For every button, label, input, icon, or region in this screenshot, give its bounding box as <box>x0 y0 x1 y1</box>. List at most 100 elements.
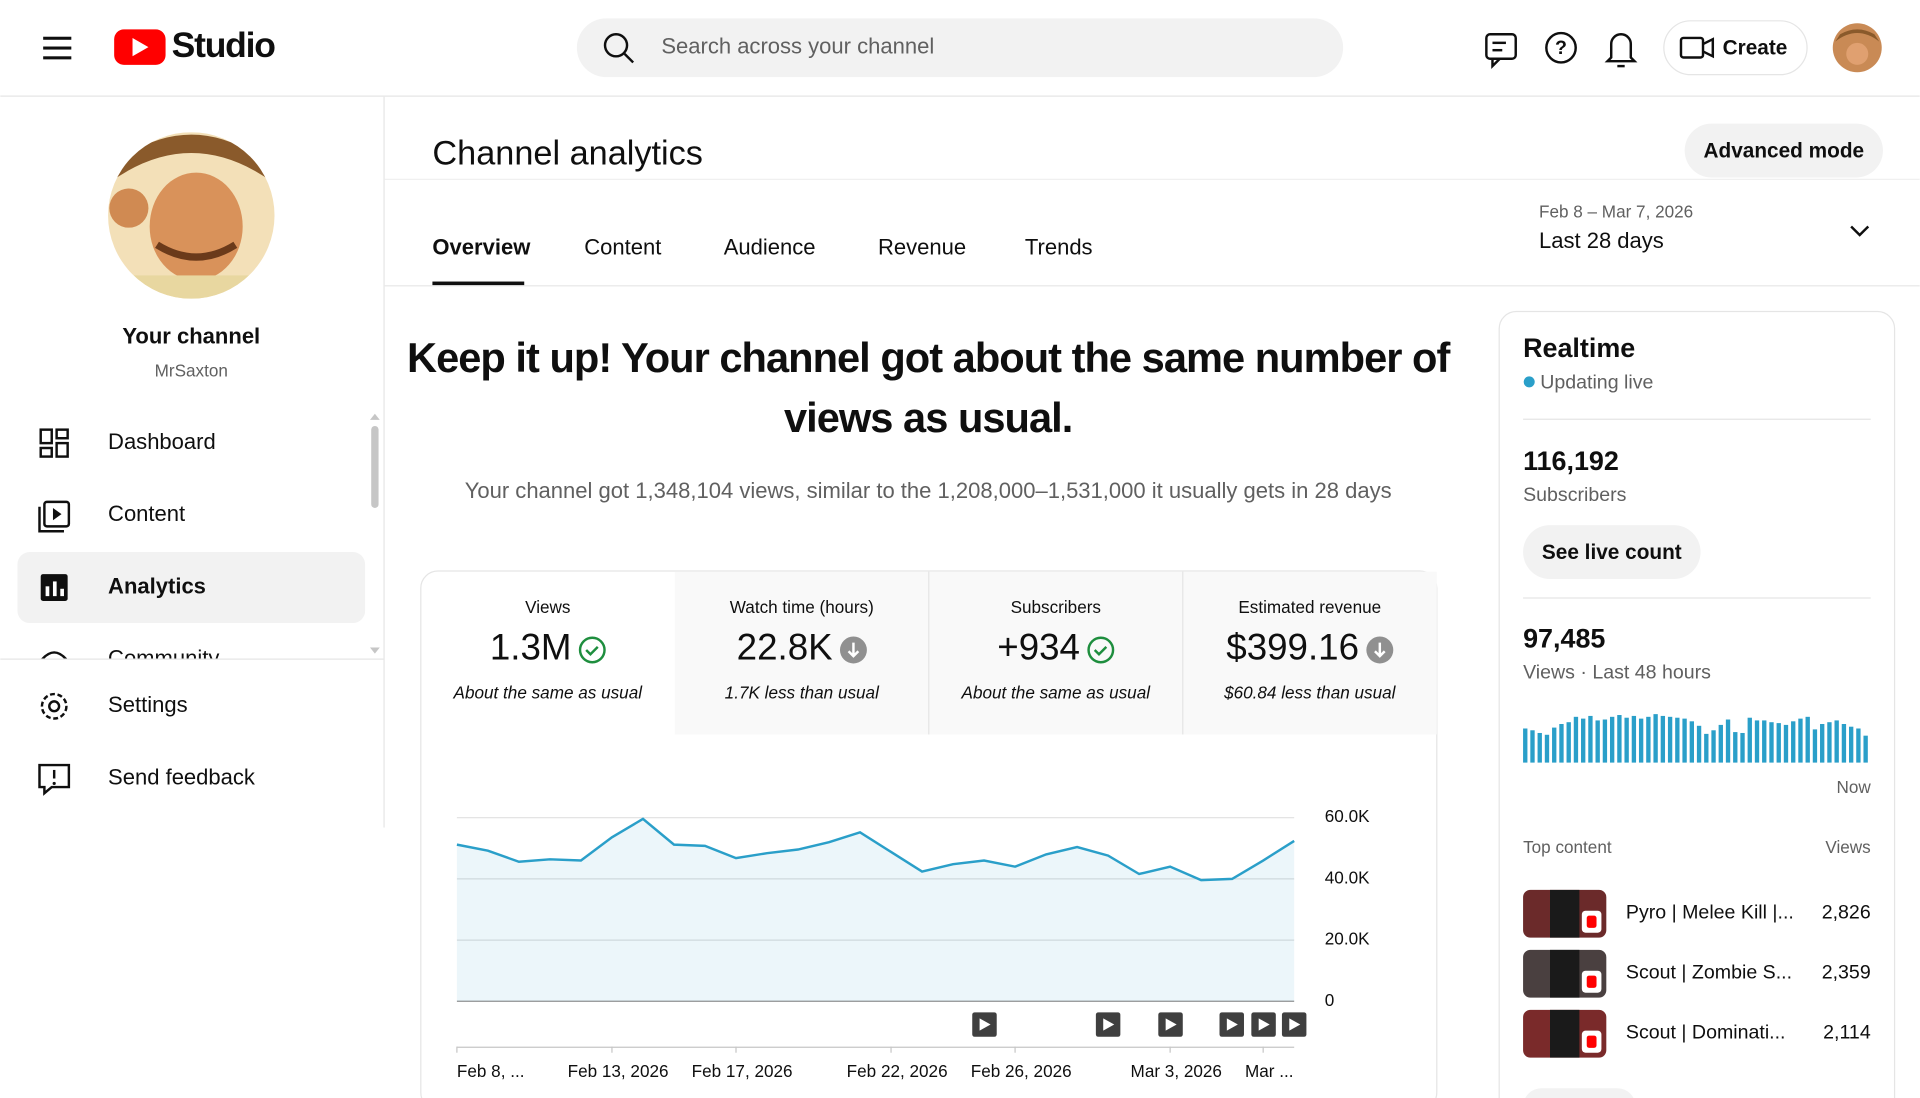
channel-name: MrSaxton <box>155 361 228 381</box>
nav-settings[interactable]: Settings <box>40 692 188 720</box>
bar <box>1602 719 1608 763</box>
video-marker-play <box>1165 1018 1177 1031</box>
channel-title: Your channel <box>122 324 260 349</box>
y-tick-label: 40.0K <box>1325 867 1370 887</box>
feedback-icon[interactable] <box>1485 33 1517 70</box>
top-content-row[interactable]: Scout | Dominati... 2,114 <box>1523 1009 1871 1058</box>
bar <box>1769 722 1774 763</box>
tab[interactable]: Trends <box>1025 234 1093 259</box>
summary: Keep it up! Your channel got about the s… <box>407 334 1451 503</box>
realtime-status: Updating live <box>1540 371 1653 393</box>
headline: Keep it up! Your channel got about the s… <box>407 334 1450 381</box>
bar <box>1812 729 1818 763</box>
menu-button[interactable] <box>43 36 72 60</box>
top-content-row[interactable]: Scout | Zombie S... 2,359 <box>1523 949 1871 998</box>
video-marker[interactable] <box>1219 1012 1244 1037</box>
bar <box>1747 717 1752 763</box>
bar <box>1827 722 1832 763</box>
date-picker[interactable]: Feb 8 – Mar 7, 2026 Last 28 days <box>1539 202 1870 254</box>
status-icon <box>1087 636 1115 664</box>
views-label: Views · Last 48 hours <box>1523 661 1711 683</box>
bar <box>1762 720 1767 763</box>
bar <box>1733 732 1738 763</box>
bar <box>1595 720 1600 763</box>
bar <box>1834 720 1839 763</box>
bar <box>1791 721 1796 763</box>
bar <box>1820 724 1825 763</box>
see-live-count-button[interactable]: See live count <box>1523 525 1701 579</box>
metric-tab[interactable]: Subscribers +934 About the same as usual <box>928 571 1183 735</box>
top-content-row[interactable]: Pyro | Melee Kill |... 2,826 <box>1523 889 1871 938</box>
video-marker[interactable] <box>1281 1012 1307 1037</box>
date-range: Feb 8 – Mar 7, 2026 <box>1539 202 1693 222</box>
views-count: 97,485 <box>1523 623 1605 653</box>
bar <box>1552 727 1557 763</box>
tab[interactable]: Audience <box>724 234 816 259</box>
metric-value: 22.8K <box>737 627 833 668</box>
notifications-icon[interactable] <box>1604 33 1638 68</box>
video-marker-play <box>1226 1018 1238 1031</box>
tab[interactable]: Revenue <box>878 234 966 259</box>
bar <box>1624 717 1629 763</box>
subscriber-count: 116,192 <box>1523 446 1619 476</box>
video-marker[interactable] <box>972 1012 997 1037</box>
bar <box>1537 732 1542 763</box>
bar <box>1783 724 1789 763</box>
status-icon <box>1093 646 1108 657</box>
video-marker[interactable] <box>1158 1012 1183 1037</box>
help-icon[interactable]: ? <box>1545 31 1577 64</box>
page-title: Channel analytics <box>432 135 702 173</box>
advanced-mode-button[interactable]: Advanced mode <box>1684 123 1883 178</box>
bar <box>1740 732 1745 763</box>
metric-label: Watch time (hours) <box>730 597 874 617</box>
metric-note: About the same as usual <box>453 683 644 703</box>
subscriber-label: Subscribers <box>1523 484 1627 506</box>
video-marker-play <box>979 1018 991 1031</box>
bar <box>1754 720 1760 763</box>
logo-text: Studio <box>172 25 276 65</box>
button-label: See live count <box>1542 541 1682 564</box>
video-marker[interactable] <box>1095 1012 1121 1037</box>
create-button[interactable]: Create <box>1663 20 1808 76</box>
top-content-label: Top content <box>1523 837 1612 857</box>
tabs: Overview Content Audience Revenue Trends <box>432 234 1092 259</box>
x-tick-label: Feb 8, ... <box>457 1061 525 1081</box>
metric-tab[interactable]: Watch time (hours) 22.8K 1.7K less than us… <box>674 571 929 735</box>
bar <box>1617 715 1622 763</box>
video-marker-play <box>1103 1018 1115 1031</box>
account-avatar[interactable] <box>1832 23 1882 73</box>
status-icon <box>1374 642 1386 658</box>
shorts-badge-icon <box>1586 1035 1597 1048</box>
nav-feedback[interactable]: Send feedback <box>38 763 256 796</box>
thumbnail-poster <box>1550 1009 1580 1058</box>
y-tick-label: 60.0K <box>1325 806 1370 826</box>
bar <box>1581 718 1586 763</box>
video-marker-play <box>1258 1018 1270 1031</box>
bar <box>1566 722 1571 763</box>
y-tick-label: 20.0K <box>1325 929 1370 949</box>
shorts-badge-icon <box>1586 975 1597 988</box>
metric-tab[interactable]: Estimated revenue $399.16 $60.84 less than… <box>1182 571 1437 735</box>
video-marker[interactable] <box>1251 1012 1276 1037</box>
create-label: Create <box>1723 36 1788 59</box>
metric-tab[interactable]: Views 1.3M About the same as usual <box>453 597 644 703</box>
metric-bg <box>1182 571 1437 735</box>
nav-analytics[interactable]: Analytics <box>40 573 206 602</box>
tab[interactable]: Content <box>584 234 661 259</box>
nav-content[interactable]: Content <box>38 500 185 533</box>
nav-community[interactable]: Community <box>41 646 220 671</box>
search-box[interactable]: Search across your channel <box>576 18 1344 78</box>
metric-bg <box>928 571 1183 735</box>
metric-note: 1.7K less than usual <box>725 683 880 703</box>
tab[interactable]: Overview <box>432 234 531 259</box>
nav-label: Community <box>108 646 219 671</box>
nav-dashboard[interactable]: Dashboard <box>39 428 216 458</box>
video-title: Pyro | Melee Kill |... <box>1626 901 1794 923</box>
logo[interactable]: Studio <box>114 25 276 65</box>
bar <box>1689 721 1694 763</box>
nav-label: Send feedback <box>108 764 256 789</box>
bar <box>1798 718 1803 763</box>
bar <box>1573 716 1579 763</box>
bar <box>1711 730 1716 763</box>
